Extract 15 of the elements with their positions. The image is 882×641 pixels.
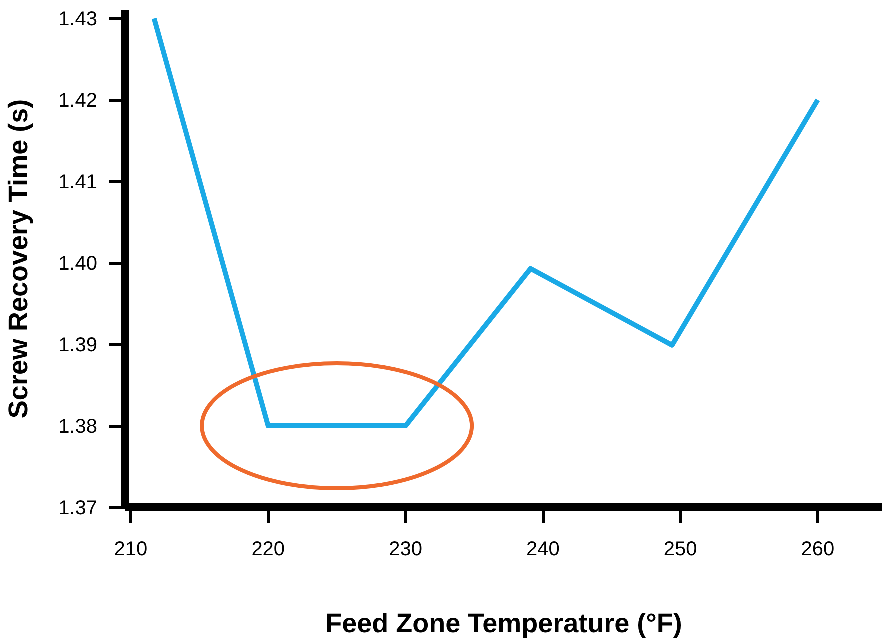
- y-tick-label: 1.42: [58, 90, 98, 112]
- y-tick-label: 1.43: [58, 8, 98, 31]
- x-tick-label: 240: [526, 538, 560, 560]
- y-tick-label: 1.40: [58, 253, 98, 276]
- y-tick-label: 1.39: [58, 334, 98, 357]
- x-tick-label: 260: [801, 538, 835, 560]
- x-axis-title: Feed Zone Temperature (°F): [326, 608, 682, 638]
- x-tick-label: 220: [252, 538, 286, 560]
- x-tick-label: 230: [389, 538, 422, 560]
- y-tick-label: 1.37: [58, 498, 98, 520]
- y-tick-label: 1.38: [58, 416, 98, 438]
- y-axis-title: Screw Recovery Time (s): [4, 99, 34, 419]
- x-tick-label: 250: [664, 538, 698, 560]
- y-tick-label: 1.41: [58, 172, 98, 194]
- x-tick-label: 210: [114, 538, 148, 560]
